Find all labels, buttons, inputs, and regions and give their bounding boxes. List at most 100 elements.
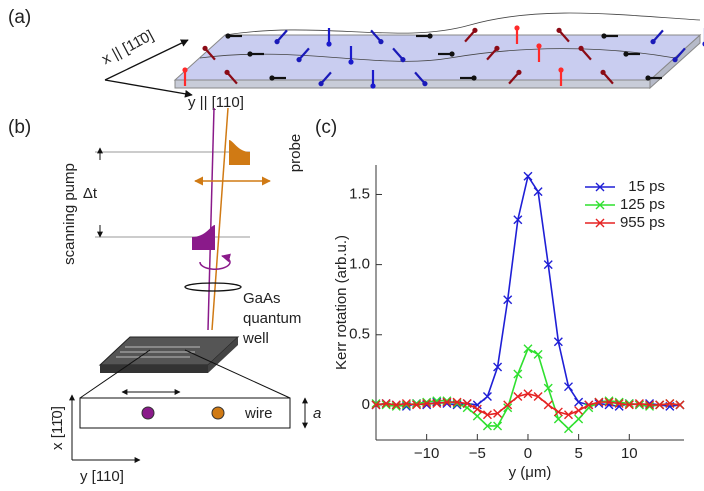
data-point	[564, 382, 573, 392]
data-point	[412, 400, 422, 410]
slab	[173, 12, 702, 90]
data-point	[614, 399, 624, 409]
data-point	[645, 401, 655, 411]
data-point	[675, 400, 685, 410]
data-point	[543, 383, 553, 393]
data-point	[523, 389, 533, 399]
spin-head	[318, 81, 324, 87]
data-point	[553, 407, 563, 417]
data-point	[472, 411, 482, 421]
legend-marker	[595, 218, 605, 228]
data-point	[533, 392, 543, 401]
data-point	[533, 187, 543, 197]
data-point	[422, 397, 432, 407]
spin-head	[182, 67, 188, 73]
data-point	[391, 400, 401, 410]
spin-head	[274, 39, 280, 45]
data-point	[422, 399, 432, 409]
data-point	[533, 349, 543, 359]
x-axis-label: y (μm)	[509, 464, 552, 481]
chart: 0 0.5 1.0 1.5 −10 −5 0 5 10 y (μm) Kerr rotation (…	[333, 165, 685, 481]
x-tick-label: −5	[469, 445, 486, 462]
axis-arrow	[104, 39, 189, 81]
data-point	[553, 414, 563, 424]
panel-label: (a)	[8, 7, 31, 28]
spin-head	[400, 57, 406, 63]
x-tick-label: 0	[524, 445, 532, 462]
data-point	[401, 399, 411, 409]
spin-head	[472, 27, 478, 33]
spin-head	[378, 39, 384, 45]
label: well	[242, 330, 269, 347]
x-tick-label: −10	[414, 445, 439, 462]
y-tick-label: 1.0	[349, 256, 370, 273]
data-point	[482, 410, 492, 420]
data-point	[493, 421, 503, 431]
y-tick-label: 0	[362, 396, 370, 413]
spin-head	[600, 69, 606, 75]
data-point	[503, 295, 513, 305]
data-point	[513, 369, 523, 379]
spin-head	[556, 27, 562, 33]
data-point	[655, 400, 665, 410]
axis-label: x || [11̄0]	[99, 27, 156, 68]
data-point	[412, 399, 422, 409]
spin-head	[449, 51, 455, 57]
label: quantum	[243, 310, 301, 327]
data-point	[624, 399, 634, 409]
spin-head	[578, 45, 584, 51]
setup	[69, 107, 308, 463]
spin-head	[471, 75, 477, 81]
spin-head	[225, 33, 231, 39]
series-line	[375, 347, 681, 430]
spin-head	[672, 57, 678, 63]
data-point	[543, 400, 553, 410]
label: scanning pump	[61, 163, 78, 265]
data-point	[472, 404, 482, 414]
data-point	[513, 215, 523, 225]
data-point	[574, 397, 584, 407]
spin-head	[422, 81, 428, 87]
panel-label: (c)	[315, 117, 337, 138]
axis-label: x [11̄0]	[49, 406, 66, 450]
label: GaAs	[243, 290, 281, 307]
x-tick-label: 10	[621, 445, 638, 462]
spin-head	[650, 39, 656, 45]
data-point	[493, 408, 503, 418]
spin-head	[494, 45, 500, 51]
legend-label: 125 ps	[620, 196, 665, 213]
spin-head	[202, 45, 208, 51]
data-point	[634, 400, 644, 410]
data-point	[645, 400, 655, 410]
data-point	[523, 344, 533, 354]
data-point	[381, 399, 391, 409]
axis-label: y || [110]	[188, 94, 244, 111]
data-point	[391, 401, 401, 411]
data-point	[381, 400, 391, 410]
legend-label: 15 ps	[628, 178, 665, 195]
data-point	[401, 400, 411, 410]
data-point	[584, 403, 594, 413]
spin-head	[224, 69, 230, 75]
data-point	[604, 396, 614, 406]
data-point	[442, 397, 452, 407]
data-point	[371, 400, 381, 410]
data-point	[432, 397, 442, 407]
panel-label: (b)	[8, 117, 31, 138]
label: wire	[244, 405, 273, 422]
legend-label: 955 ps	[620, 214, 665, 231]
label: probe	[287, 134, 304, 172]
data-point	[543, 260, 553, 270]
y-tick-label: 0.5	[349, 326, 370, 343]
data-point	[442, 396, 452, 406]
data-point	[594, 397, 604, 407]
label: Δt	[83, 185, 98, 202]
data-point	[574, 406, 584, 416]
data-point	[624, 400, 634, 410]
spin-head	[645, 75, 651, 81]
data-point	[574, 414, 584, 424]
data-point	[452, 397, 462, 407]
spin-head	[601, 33, 607, 39]
spin-head	[623, 51, 629, 57]
spin-arrows	[182, 25, 704, 89]
